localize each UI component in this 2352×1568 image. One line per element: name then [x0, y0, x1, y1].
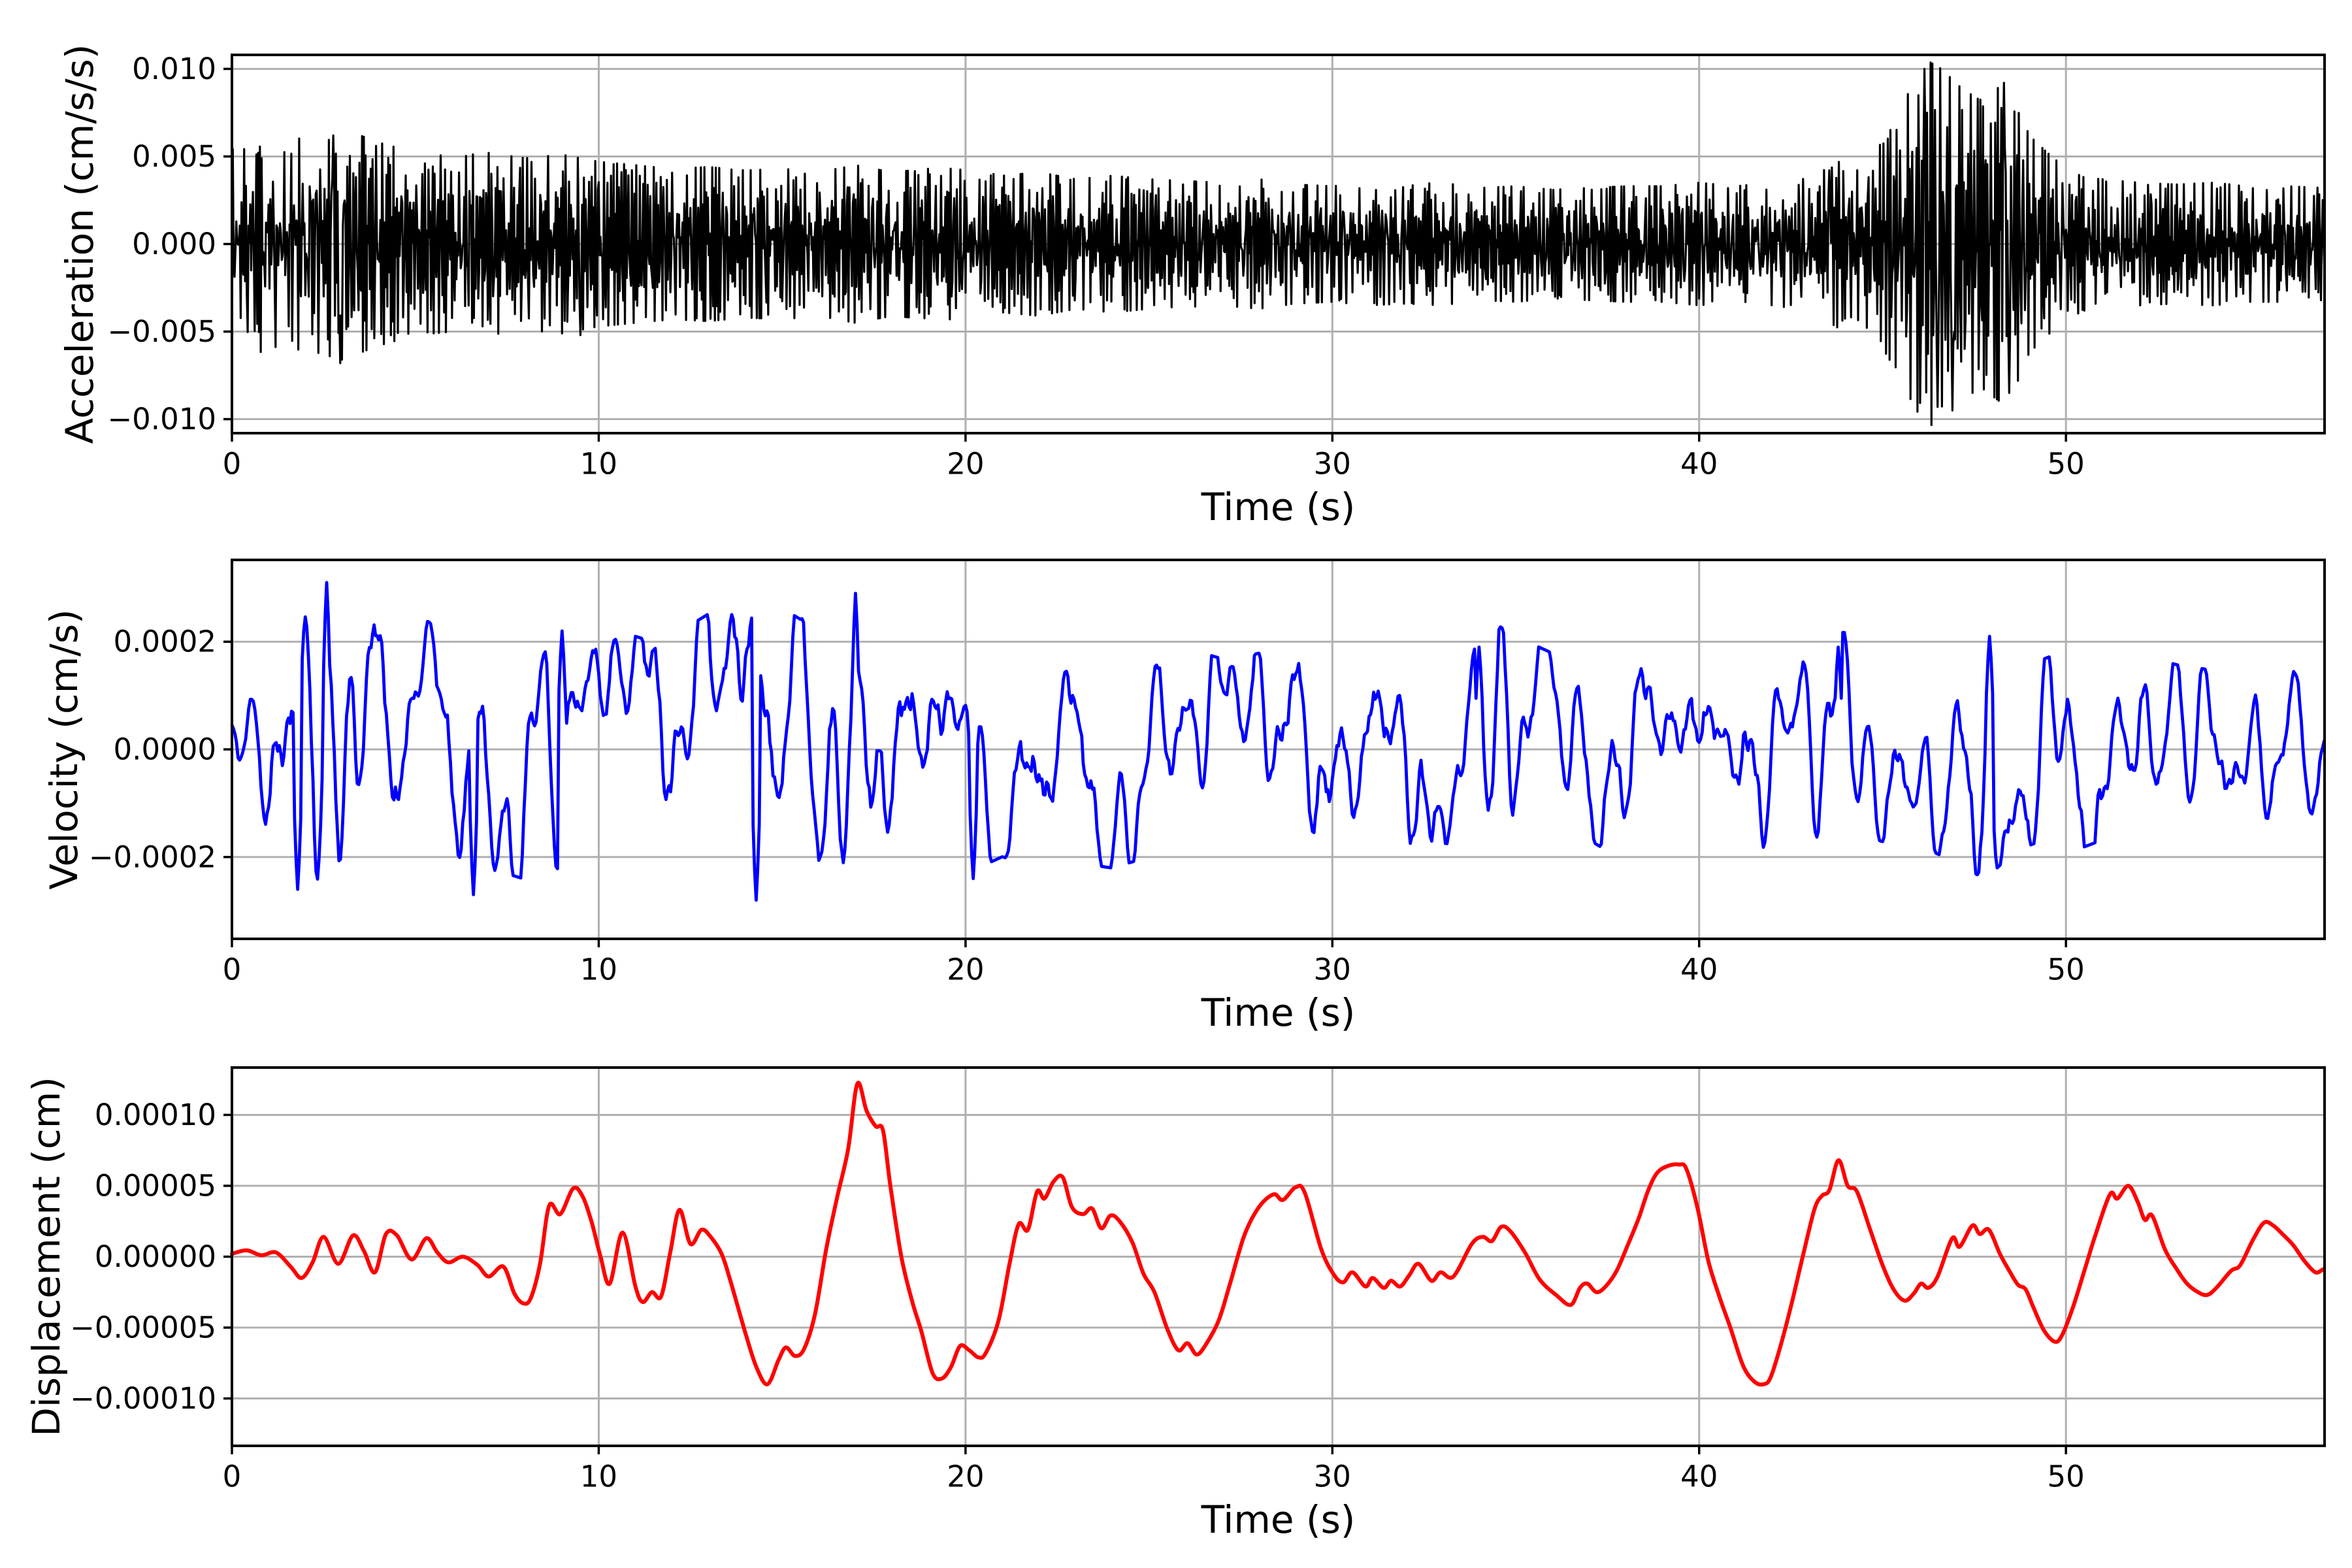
displacement-panel: 0 10 20 30 40 50 0.00010 0.00005 0.00000 −0.00005…	[24, 1066, 2326, 1542]
x-axis-label: Time (s)	[1201, 990, 1356, 1035]
y-axis-label: Acceleration (cm/s/s)	[57, 44, 102, 444]
y-tick-label: 0.00010	[95, 1098, 216, 1132]
x-axis-label: Time (s)	[1201, 485, 1356, 529]
x-tick-label: 50	[2048, 953, 2085, 987]
x-tick-label: 10	[580, 1460, 617, 1494]
acceleration-panel: 0 10 20 30 40 50 0.010 0.005 0.000 −0.005 −0.010 T…	[57, 44, 2326, 529]
y-tick-label: 0.0002	[114, 625, 216, 659]
y-tick-label: −0.00010	[70, 1381, 216, 1416]
x-tick-label: 50	[2048, 447, 2085, 482]
x-tick-label: 20	[947, 953, 984, 987]
y-axis-label: Velocity (cm/s)	[42, 609, 86, 889]
y-tick-label: −0.005	[107, 314, 216, 349]
y-tick-label: 0.0000	[114, 732, 216, 767]
x-tick-label: 30	[1314, 447, 1351, 482]
y-tick-label: 0.00005	[95, 1168, 216, 1203]
x-tick-label: 50	[2048, 1460, 2085, 1494]
x-tick-label: 20	[947, 447, 984, 482]
axis-ticks: 0 10 20 30 40 50 0.010 0.005 0.000 −0.005 −0.010	[107, 52, 2084, 482]
acceleration-series	[231, 61, 2326, 427]
grid	[232, 560, 2325, 939]
y-tick-label: 0.00000	[95, 1239, 216, 1274]
y-tick-label: 0.005	[132, 139, 216, 174]
grid	[232, 1068, 2325, 1446]
x-tick-label: 10	[580, 447, 617, 482]
y-axis-label: Displacement (cm)	[24, 1077, 69, 1437]
x-tick-label: 0	[223, 953, 242, 987]
x-tick-label: 0	[223, 1460, 242, 1494]
velocity-series	[230, 581, 2326, 902]
x-tick-label: 0	[223, 447, 242, 482]
axis-ticks: 0 10 20 30 40 50 0.00010 0.00005 0.00000 −0.00005…	[70, 1098, 2085, 1494]
y-tick-label: 0.000	[132, 227, 216, 261]
x-tick-label: 20	[947, 1460, 984, 1494]
x-tick-label: 40	[1680, 1460, 1718, 1494]
x-tick-label: 30	[1314, 1460, 1351, 1494]
x-tick-label: 40	[1680, 447, 1718, 482]
y-tick-label: 0.010	[132, 52, 216, 86]
axis-ticks: 0 10 20 30 40 50 0.0002 0.0000 −0.0002	[89, 625, 2085, 987]
x-axis-label: Time (s)	[1201, 1497, 1356, 1542]
x-tick-label: 30	[1314, 953, 1351, 987]
x-tick-label: 10	[580, 953, 617, 987]
y-tick-label: −0.0002	[89, 840, 216, 874]
y-tick-label: −0.00005	[70, 1311, 216, 1345]
displacement-series	[230, 1081, 2325, 1387]
x-tick-label: 40	[1680, 953, 1718, 987]
y-tick-label: −0.010	[107, 402, 216, 436]
